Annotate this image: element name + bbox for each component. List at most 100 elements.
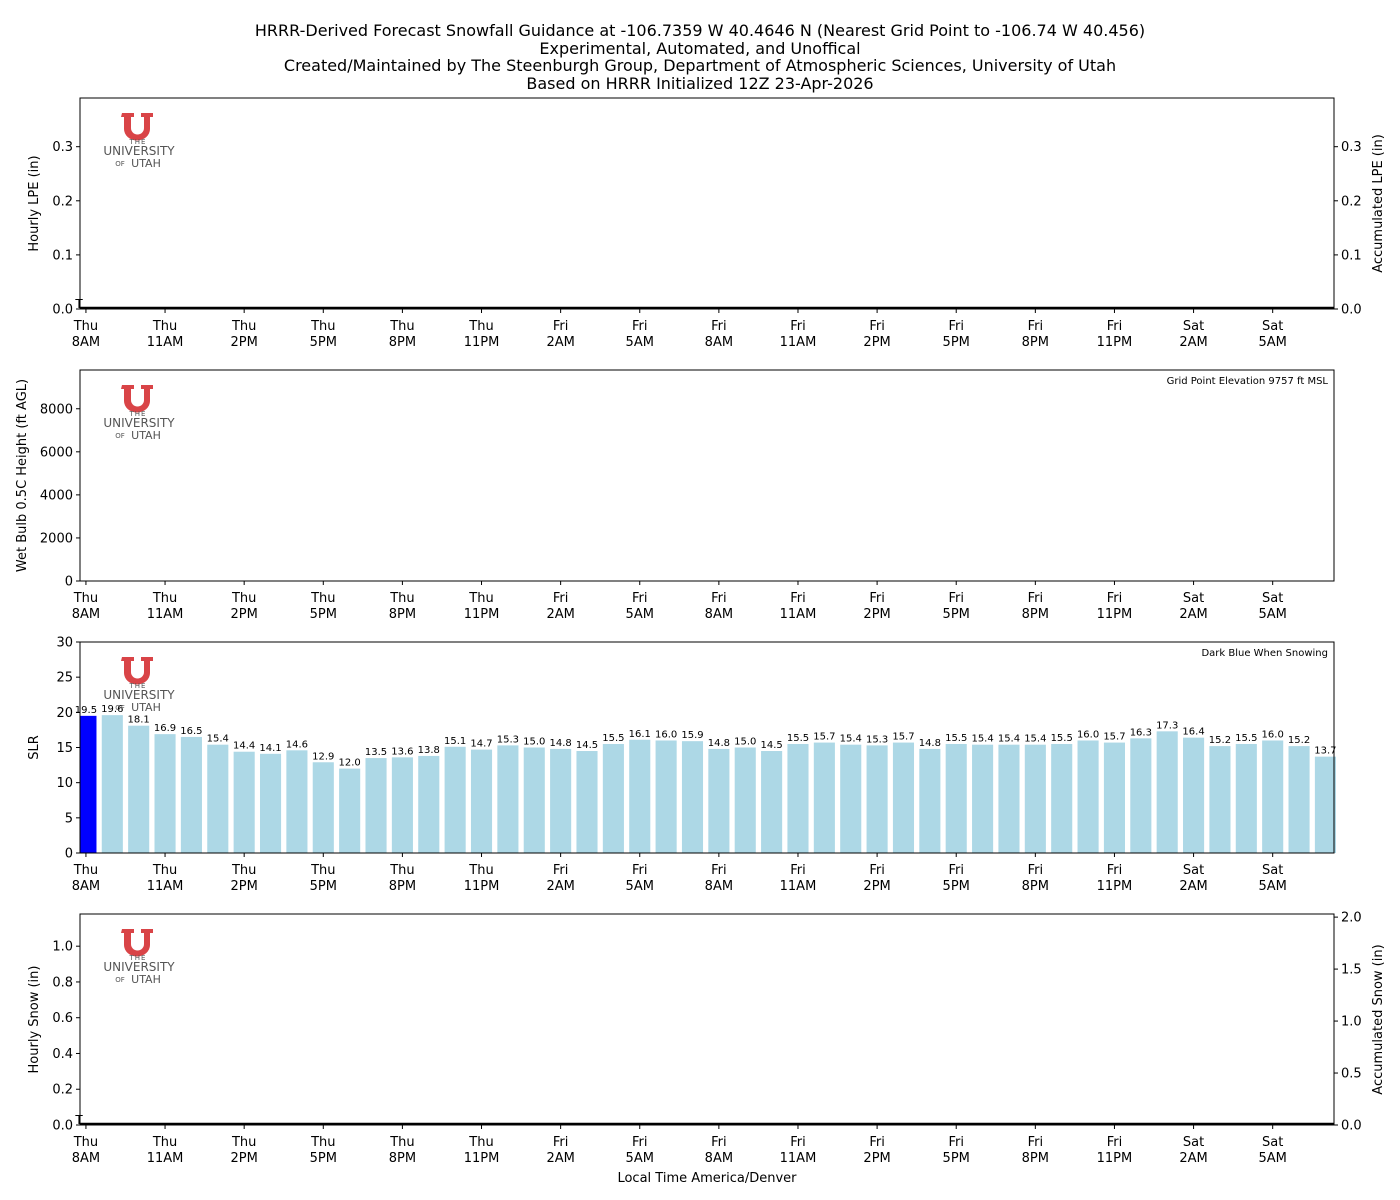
title-line-1: HRRR-Derived Forecast Snowfall Guidance … [254, 21, 1146, 40]
slr-bar [629, 739, 651, 853]
plot-frame [79, 369, 1335, 582]
x-axis-label: Local Time America/Denver [617, 1171, 797, 1186]
slr-bar [550, 748, 572, 853]
logo-text-university: UNIVERSITY [103, 688, 175, 702]
x-tick-time: 2PM [231, 607, 258, 622]
x-tick-time: 2AM [1179, 607, 1207, 622]
slr-bar-label: 16.0 [1262, 729, 1284, 740]
slr-bar-label: 16.0 [1077, 729, 1099, 740]
slr-bar-label: 19.6 [101, 704, 123, 715]
slr-bar-label: 15.5 [1235, 733, 1257, 744]
x-tick-time: 11PM [1097, 335, 1133, 350]
slr-bar [1288, 746, 1310, 853]
x-tick-time: 11AM [147, 607, 184, 622]
slr-bar [444, 746, 466, 853]
y-tick-label: 8000 [40, 402, 73, 417]
plot-frame [79, 913, 1335, 1126]
x-tick-time: 5AM [626, 879, 654, 894]
slr-bar [1262, 740, 1284, 853]
x-tick-time: 2AM [1179, 1151, 1207, 1166]
y-right-axis-label: Accumulated Snow (in) [1371, 944, 1386, 1094]
slr-bar-label: 14.6 [286, 739, 308, 750]
slr-bar-label: 12.9 [312, 751, 334, 762]
slr-bar-label: 16.5 [180, 726, 202, 737]
x-tick-day: Thu [389, 591, 414, 606]
slr-bar-label: 15.5 [1051, 733, 1073, 744]
x-tick-time: 8AM [72, 335, 100, 350]
trace-marker: T [74, 1113, 83, 1127]
trace-marker: T [74, 297, 83, 311]
slr-bar-label: 15.9 [681, 730, 703, 741]
x-tick-time: 5PM [310, 1151, 337, 1166]
y-tick-label: 5 [65, 811, 73, 826]
x-tick-day: Fri [632, 1135, 648, 1150]
slr-bar-label: 16.3 [1130, 727, 1152, 738]
slr-bar-label: 15.0 [734, 737, 756, 748]
title-line-2: Experimental, Automated, and Unoffical [539, 38, 861, 58]
x-tick-day: Thu [389, 319, 414, 334]
x-tick-day: Fri [1107, 591, 1123, 606]
x-tick-day: Fri [948, 591, 964, 606]
x-tick-time: 8PM [389, 607, 416, 622]
y-tick-label: 0.4 [52, 1047, 73, 1062]
slr-bar-label: 15.7 [813, 732, 835, 743]
x-tick-day: Thu [468, 319, 493, 334]
x-tick-day: Fri [948, 1135, 964, 1150]
x-tick-time: 11AM [147, 335, 184, 350]
x-tick-time: 5PM [943, 607, 970, 622]
y-tick-label: 1.0 [52, 940, 73, 955]
y-right-tick-label: 0.0 [1341, 303, 1362, 318]
slr-bar-label: 16.0 [655, 729, 677, 740]
x-tick-time: 8AM [72, 879, 100, 894]
logo-text-university: UNIVERSITY [103, 416, 175, 430]
chart-panel-3: 19.5 19.6 18.1 16.9 16.5 15.4 14.4 14.1 14.6 12.9… [27, 636, 1337, 895]
y-right-axis-label: Accumulated LPE (in) [1371, 134, 1386, 273]
x-tick-day: Fri [869, 863, 885, 878]
slr-bar-label: 15.5 [945, 733, 967, 744]
x-tick-day: Thu [231, 591, 256, 606]
x-tick-time: 11AM [780, 607, 817, 622]
slr-bar [365, 758, 387, 853]
logo-text-the: THE [129, 138, 147, 146]
slr-bar [339, 768, 361, 853]
x-tick-time: 11PM [1097, 879, 1133, 894]
slr-bar-label: 15.3 [866, 734, 888, 745]
slr-bar [840, 744, 862, 853]
x-tick-time: 5PM [943, 879, 970, 894]
x-tick-time: 11PM [464, 1151, 500, 1166]
x-tick-day: Thu [310, 319, 335, 334]
x-tick-day: Fri [1107, 863, 1123, 878]
slr-bar [892, 742, 915, 853]
x-tick-day: Fri [632, 863, 648, 878]
x-tick-time: 5PM [943, 1151, 970, 1166]
slr-bar-label: 13.8 [418, 745, 440, 756]
x-tick-day: Thu [310, 863, 335, 878]
slr-bar-label: 14.8 [550, 738, 572, 749]
u-logo-icon [121, 929, 153, 957]
x-tick-day: Fri [1028, 1135, 1044, 1150]
y-axis-label: Hourly LPE (in) [27, 155, 42, 251]
title-line-4: Based on HRRR Initialized 12Z 23-Apr-202… [526, 73, 874, 93]
y-right-tick-label: 0.0 [1341, 1119, 1362, 1134]
slr-bar-label: 15.3 [497, 734, 519, 745]
x-tick-time: 5AM [626, 607, 654, 622]
slr-bar-label: 15.0 [523, 737, 545, 748]
x-tick-day: Fri [869, 591, 885, 606]
x-tick-time: 8AM [705, 607, 733, 622]
x-tick-time: 11PM [464, 335, 500, 350]
slr-bar-label: 16.1 [629, 729, 651, 740]
x-tick-day: Thu [152, 863, 177, 878]
slr-bar [1103, 742, 1125, 853]
x-tick-time: 11AM [147, 1151, 184, 1166]
slr-bar-label: 14.5 [576, 740, 598, 751]
x-tick-time: 2PM [231, 335, 258, 350]
slr-bar-label: 17.3 [1156, 720, 1178, 731]
x-tick-time: 2AM [546, 879, 574, 894]
slr-bar [128, 725, 150, 853]
x-tick-day: Fri [632, 319, 648, 334]
y-tick-label: 0.0 [52, 303, 73, 318]
x-tick-day: Fri [1107, 1135, 1123, 1150]
slr-bar [761, 751, 783, 853]
